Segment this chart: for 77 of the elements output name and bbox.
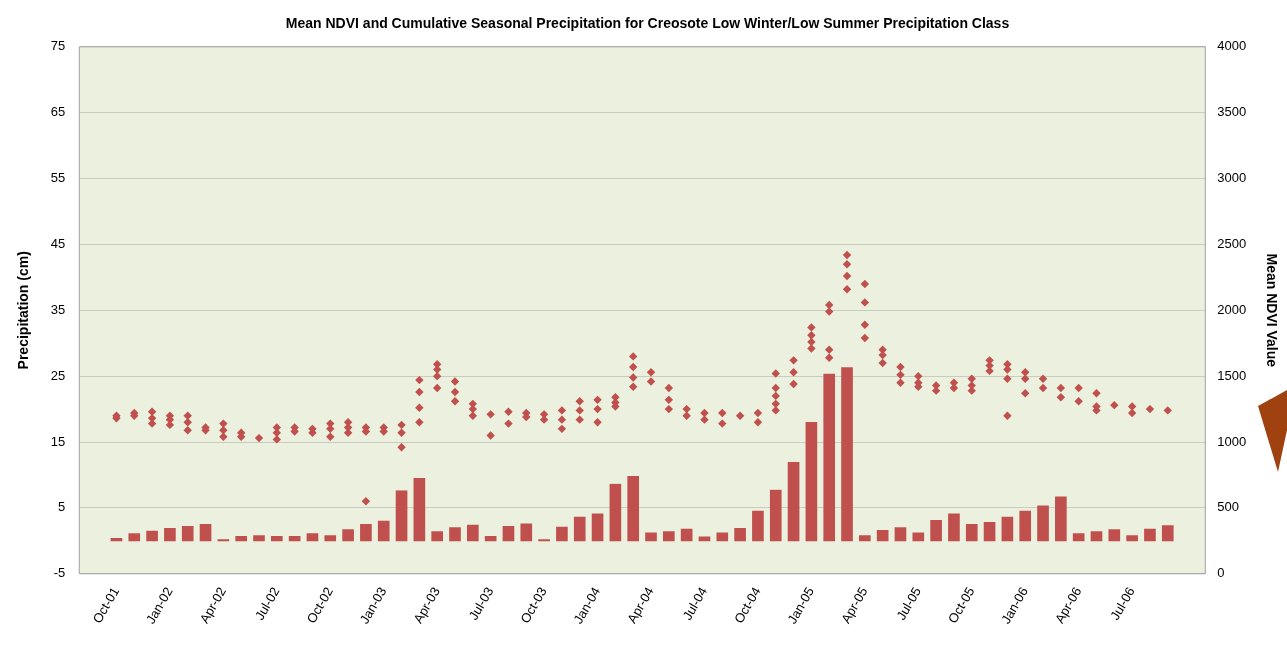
bar bbox=[1144, 528, 1156, 542]
bar bbox=[627, 475, 640, 542]
chart-title: Mean NDVI and Cumulative Seasonal Precipitation for Creosote Low Winter/Low Summer Precipitation Class bbox=[285, 15, 1010, 32]
bar bbox=[502, 526, 515, 542]
bar bbox=[680, 528, 693, 542]
bar bbox=[948, 513, 960, 542]
bar bbox=[449, 527, 461, 542]
bar bbox=[270, 535, 283, 542]
bar bbox=[520, 523, 533, 542]
y2-tick-label: 1000 bbox=[1217, 433, 1247, 449]
y2-tick-label: 3000 bbox=[1217, 170, 1247, 186]
bar bbox=[484, 535, 497, 542]
y2-tick-label: 4000 bbox=[1217, 38, 1247, 54]
bar bbox=[288, 535, 301, 542]
bar bbox=[787, 462, 800, 542]
y-tick-label: 15 bbox=[50, 433, 66, 449]
bar bbox=[645, 532, 657, 542]
y-tick-label: 45 bbox=[50, 235, 66, 251]
bar bbox=[556, 526, 568, 542]
bar bbox=[752, 510, 764, 542]
bar bbox=[876, 529, 889, 542]
bar bbox=[716, 532, 729, 542]
bar bbox=[734, 528, 746, 542]
y2-tick-label: 2000 bbox=[1217, 301, 1247, 317]
y2-tick-label: 1500 bbox=[1217, 367, 1247, 383]
bar bbox=[360, 524, 372, 542]
bar bbox=[253, 535, 265, 542]
bar bbox=[930, 520, 942, 542]
bar bbox=[181, 526, 194, 542]
bar bbox=[1037, 505, 1049, 542]
bar bbox=[324, 535, 337, 542]
y2-axis-title: Mean NDVI Value bbox=[1263, 253, 1280, 368]
bar bbox=[342, 529, 354, 542]
bar bbox=[199, 524, 212, 542]
y-tick-label: 75 bbox=[50, 38, 66, 54]
bar bbox=[1126, 535, 1138, 542]
y2-tick-label: 2500 bbox=[1217, 235, 1247, 251]
y-tick-label: 35 bbox=[50, 301, 66, 317]
y-tick-label: 25 bbox=[50, 367, 66, 383]
bar bbox=[983, 522, 996, 542]
bar bbox=[894, 527, 907, 542]
bar bbox=[467, 524, 479, 542]
bar bbox=[823, 373, 836, 542]
bar bbox=[805, 421, 818, 542]
bar bbox=[841, 367, 853, 542]
y2-tick-label: 0 bbox=[1217, 565, 1225, 581]
bar bbox=[235, 535, 248, 542]
bar bbox=[965, 524, 978, 542]
y-tick-label: 5 bbox=[58, 499, 66, 515]
bar bbox=[1019, 510, 1032, 542]
bar bbox=[859, 535, 871, 542]
bar bbox=[431, 531, 444, 542]
y-axis-title: Precipitation (cm) bbox=[15, 251, 32, 370]
bar bbox=[769, 489, 782, 542]
bar bbox=[1161, 525, 1174, 542]
y-tick-label: -5 bbox=[53, 565, 66, 581]
bar bbox=[395, 490, 408, 542]
y2-tick-label: 500 bbox=[1217, 499, 1239, 515]
bar bbox=[1055, 496, 1067, 542]
bar bbox=[912, 532, 925, 542]
bar bbox=[609, 483, 622, 542]
y2-tick-label: 3500 bbox=[1217, 104, 1247, 120]
bar bbox=[146, 530, 158, 542]
y-tick-label: 55 bbox=[50, 170, 66, 186]
bar bbox=[377, 520, 390, 542]
bar bbox=[1001, 516, 1014, 542]
y-tick-label: 65 bbox=[50, 104, 66, 120]
bar bbox=[1090, 531, 1103, 542]
bar bbox=[663, 531, 675, 542]
bar bbox=[1072, 533, 1085, 542]
bar bbox=[1108, 529, 1121, 542]
bar bbox=[164, 528, 176, 542]
bar bbox=[128, 533, 141, 542]
bar bbox=[413, 477, 426, 542]
bar bbox=[306, 533, 319, 542]
bar bbox=[591, 513, 604, 542]
bar bbox=[573, 516, 586, 542]
